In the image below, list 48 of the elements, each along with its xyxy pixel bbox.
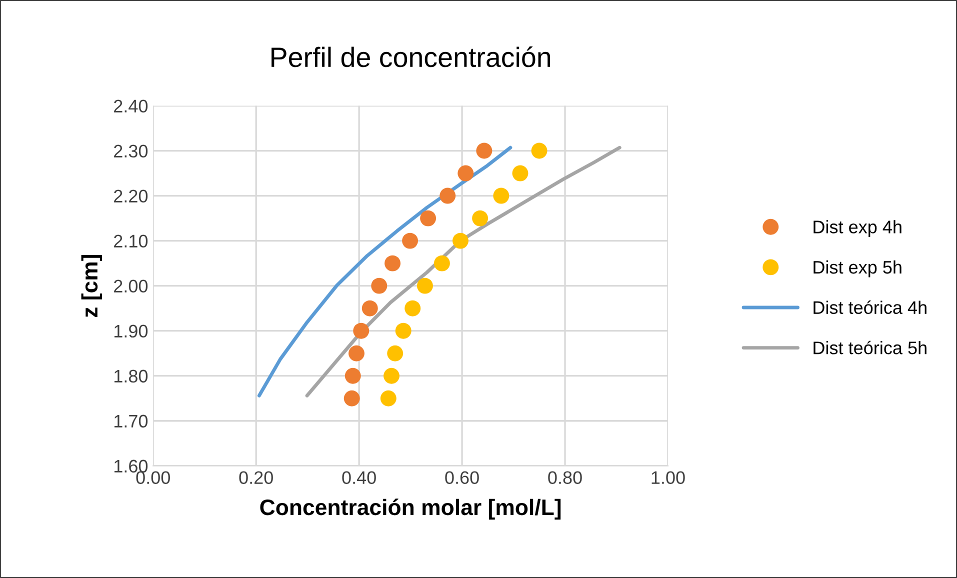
point [420,210,436,226]
legend-label: Dist teórica 5h [814,340,926,354]
legend-label: Dist teórica 4h [814,300,926,314]
point [452,232,468,249]
point [348,345,364,362]
point [493,188,510,204]
y-tick-label: 1.70 [114,414,148,428]
point [384,255,401,272]
point [353,322,370,339]
y-tick-label: 2.30 [114,144,148,158]
x-tick-label: 0.20 [239,471,273,484]
y-tick-label: 2.40 [114,100,148,112]
y-tick-label: 2.20 [114,190,148,203]
y-tick-label: 1.60 [114,460,148,473]
x-tick-label: 0.40 [342,471,376,484]
line-series [257,146,512,398]
y-tick-label: 2.10 [114,234,148,248]
legend-label: Dist exp 4h [814,220,902,237]
point [531,142,548,159]
x-tick-label: 0.00 [136,471,170,484]
x-axis-title: Concentración molar [mol/L] [260,498,561,520]
point [434,255,450,272]
point [402,232,418,249]
y-tick-label: 1.90 [114,324,148,338]
x-tick-label: 0.60 [445,471,479,484]
point [476,142,492,159]
point [362,300,378,316]
point [416,278,433,294]
point [512,165,528,182]
point [458,165,474,182]
point [344,368,361,384]
legend-label: Dist exp 5h [814,260,902,278]
point [387,345,404,362]
x-tick-label: 1.00 [652,471,685,484]
y-axis-title: z [cm] [81,254,102,318]
point [404,300,421,316]
point [472,210,488,226]
point [395,322,412,339]
point [371,278,388,294]
line-series [305,146,622,398]
point [344,390,360,406]
x-tick-label: 0.80 [548,471,582,484]
point [384,368,400,384]
point [440,188,456,204]
point [380,390,396,406]
chart-title: Perfil de concentración [272,46,550,68]
y-tick-label: 2.00 [114,280,148,293]
y-tick-label: 1.80 [114,370,148,383]
